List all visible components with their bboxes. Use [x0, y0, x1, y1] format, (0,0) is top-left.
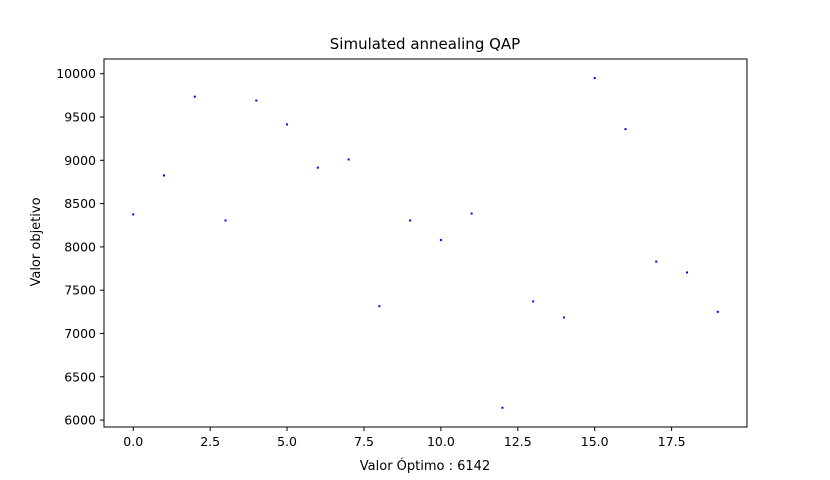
x-tick-label: 0.0 — [123, 434, 143, 449]
y-tick-label: 7000 — [64, 326, 96, 341]
axes-frame — [103, 58, 748, 428]
data-point — [501, 406, 504, 409]
data-point — [439, 238, 442, 241]
x-axis-label: Valor Óptimo : 6142 — [360, 458, 490, 474]
y-tick-label: 8000 — [64, 239, 96, 254]
y-tick-label: 7500 — [64, 283, 96, 298]
x-tick-label: 7.5 — [354, 434, 374, 449]
data-point — [655, 260, 658, 263]
data-point — [193, 95, 196, 98]
data-point — [409, 219, 412, 222]
y-tick-label: 9000 — [64, 153, 96, 168]
y-tick-label: 6500 — [64, 369, 96, 384]
data-point — [378, 305, 381, 308]
data-point — [716, 310, 719, 313]
y-tick-label: 9500 — [64, 110, 96, 125]
data-point — [132, 213, 135, 216]
y-axis-label: Valor objetivo — [29, 197, 44, 286]
data-point — [686, 271, 689, 274]
data-point — [316, 166, 319, 169]
data-point — [224, 219, 227, 222]
data-point — [532, 300, 535, 303]
data-point — [162, 174, 165, 177]
data-point — [470, 212, 473, 215]
x-tick-label: 15.0 — [581, 434, 609, 449]
data-point — [624, 128, 627, 131]
y-tick-label: 8500 — [64, 196, 96, 211]
chart-title: Simulated annealing QAP — [330, 35, 520, 53]
data-point — [255, 99, 258, 102]
x-tick-label: 5.0 — [277, 434, 297, 449]
data-point — [286, 123, 289, 126]
x-tick-label: 2.5 — [200, 434, 220, 449]
y-tick-label: 10000 — [56, 66, 96, 81]
data-point — [347, 158, 350, 161]
plot-area: 0.0 2.5 5.0 7.5 10.0 12.5 15.0 17.5 6000 6500 7000… — [56, 58, 748, 449]
y-tick-label: 6000 — [64, 413, 96, 428]
x-tick-label: 10.0 — [427, 434, 455, 449]
data-point — [593, 77, 596, 80]
x-tick-label: 17.5 — [658, 434, 686, 449]
x-tick-label: 12.5 — [504, 434, 532, 449]
data-point — [562, 316, 565, 319]
